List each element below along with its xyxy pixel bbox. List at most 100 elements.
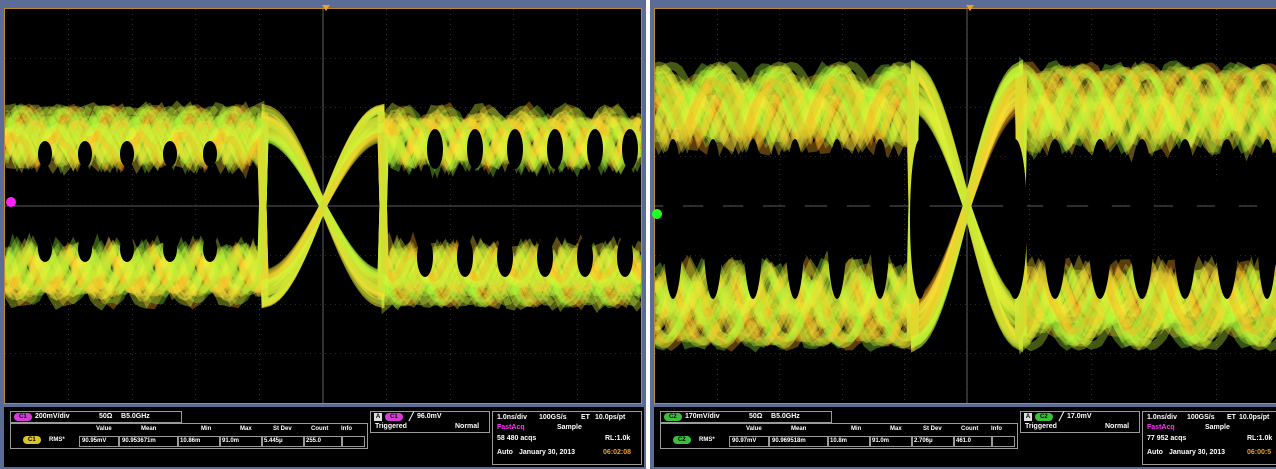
left-meas-max: 91.0m xyxy=(219,436,263,447)
left-date: January 30, 2013 xyxy=(519,449,576,456)
right-trigger-readout[interactable]: A C2 ╱ 17.0mV Triggered Normal xyxy=(1020,411,1140,433)
meas-header-min: Min xyxy=(201,426,212,432)
meas-header-stdev: St Dev xyxy=(273,426,292,432)
right-info-bar: C2 170mV/div 50Ω B5.0GHz Value Mean Min … xyxy=(654,407,1276,467)
left-bandwidth: B5.0GHz xyxy=(121,413,150,420)
meas-header-mean: Mean xyxy=(791,426,807,432)
left-acq-sample: Sample xyxy=(557,424,582,431)
right-channel-readout[interactable]: C2 170mV/div 50Ω B5.0GHz xyxy=(660,411,832,423)
left-measurement-table[interactable]: Value Mean Min Max St Dev Count Info C1 … xyxy=(10,423,368,449)
rising-edge-icon: ╱ xyxy=(409,412,414,421)
left-channel-scale: 200mV/div xyxy=(35,413,70,420)
left-meas-channel-badge: C1 xyxy=(23,436,41,444)
left-meas-value: 90.95mV xyxy=(79,436,119,447)
meas-header-count: Count xyxy=(961,426,979,432)
right-horiz-scale: 1.0ns/div xyxy=(1147,414,1177,421)
left-record-length: RL:1.0k xyxy=(605,435,631,442)
right-meas-info xyxy=(991,436,1015,447)
left-trigger-readout[interactable]: A C1 ╱ 96.0mV Triggered Normal xyxy=(370,411,490,433)
right-trigger-position-marker[interactable] xyxy=(966,5,974,11)
left-meas-min: 10.86m xyxy=(177,436,221,447)
left-sample-rate: 100GS/s xyxy=(539,414,567,421)
meas-header-info: Info xyxy=(991,426,1002,432)
left-meas-mean: 90.953671m xyxy=(119,436,179,447)
right-acq-mode: FastAcq xyxy=(1147,424,1175,431)
right-trigger-level: 17.0mV xyxy=(1067,413,1092,420)
right-meas-mean: 90.969518m xyxy=(769,436,829,447)
right-meas-value: 90.97mV xyxy=(729,436,769,447)
meas-header-value: Value xyxy=(96,426,112,432)
eye-openings xyxy=(38,129,638,277)
right-bandwidth: B5.0GHz xyxy=(771,413,800,420)
left-info-bar: C1 200mV/div 50Ω B5.0GHz Value Mean Min … xyxy=(4,407,644,467)
meas-header-value: Value xyxy=(746,426,762,432)
trigger-source-icon: A xyxy=(1024,413,1032,421)
left-run-mode: Auto xyxy=(497,449,513,456)
right-channel-ground-marker[interactable] xyxy=(652,209,662,219)
right-acq-count: 77 952 acqs xyxy=(1147,435,1187,442)
right-meas-count: 461.0 xyxy=(953,436,993,447)
right-eye-diagram xyxy=(655,9,1276,403)
left-horiz-scale: 1.0ns/div xyxy=(497,414,527,421)
graticule xyxy=(5,9,641,403)
right-run-mode: Auto xyxy=(1147,449,1163,456)
right-measurement-table[interactable]: Value Mean Min Max St Dev Count Info C2 … xyxy=(660,423,1018,449)
left-eye-diagram xyxy=(5,9,641,403)
left-channel-ground-marker[interactable] xyxy=(6,197,16,207)
bandwidth-limit-icon: B xyxy=(121,413,127,420)
left-trigger-mode: Normal xyxy=(455,423,480,430)
eye-openings xyxy=(663,139,1276,299)
right-scope-panel: C2 170mV/div 50Ω B5.0GHz Value Mean Min … xyxy=(650,0,1276,469)
left-trigger-position-marker[interactable] xyxy=(322,5,330,11)
right-channel-badge: C2 xyxy=(664,413,682,421)
meas-header-info: Info xyxy=(341,426,352,432)
right-meas-name: RMS* xyxy=(699,437,715,443)
right-meas-stdev: 2.706μ xyxy=(911,436,955,447)
left-channel-badge: C1 xyxy=(14,413,32,421)
left-meas-name: RMS* xyxy=(49,437,65,443)
meas-header-count: Count xyxy=(311,426,329,432)
right-trigger-mode: Normal xyxy=(1105,423,1130,430)
right-pt-rate: 10.0ps/pt xyxy=(1239,414,1270,421)
right-horizontal-acq-readout[interactable]: 1.0ns/div 100GS/s ET 10.0ps/pt FastAcq S… xyxy=(1142,411,1276,465)
right-sample-rate: 100GS/s xyxy=(1187,414,1215,421)
meas-header-mean: Mean xyxy=(141,426,157,432)
left-impedance: 50Ω xyxy=(99,413,113,420)
left-acq-mode: FastAcq xyxy=(497,424,525,431)
left-waveform-display xyxy=(4,8,642,404)
meas-header-stdev: St Dev xyxy=(923,426,942,432)
left-pt-rate: 10.0ps/pt xyxy=(595,414,626,421)
right-acq-sample: Sample xyxy=(1205,424,1230,431)
left-meas-stdev: 5.445μ xyxy=(261,436,305,447)
right-impedance: 50Ω xyxy=(749,413,763,420)
bandwidth-limit-icon: B xyxy=(771,413,777,420)
right-waveform-display xyxy=(654,8,1276,404)
left-channel-readout[interactable]: C1 200mV/div 50Ω B5.0GHz xyxy=(10,411,182,423)
right-meas-max: 91.0m xyxy=(869,436,913,447)
eye-traces xyxy=(655,56,1276,355)
meas-header-max: Max xyxy=(890,426,902,432)
trigger-source-icon: A xyxy=(374,413,382,421)
right-meas-min: 10.8m xyxy=(827,436,871,447)
left-trigger-level: 96.0mV xyxy=(417,413,442,420)
left-trigger-state: Triggered xyxy=(375,423,407,430)
left-trigger-channel-badge: C1 xyxy=(385,413,403,421)
left-meas-info xyxy=(341,436,365,447)
rising-edge-icon: ╱ xyxy=(1059,412,1064,421)
eye-traces xyxy=(5,100,641,315)
right-time: 06:00:5 xyxy=(1247,449,1272,456)
right-trigger-state: Triggered xyxy=(1025,423,1057,430)
left-time: 06:02:08 xyxy=(603,449,632,456)
meas-header-max: Max xyxy=(240,426,252,432)
right-meas-channel-badge: C2 xyxy=(673,436,691,444)
right-date: January 30, 2013 xyxy=(1169,449,1226,456)
left-acq-count: 58 480 acqs xyxy=(497,435,537,442)
right-record-length: RL:1.0k xyxy=(1247,435,1273,442)
left-horizontal-acq-readout[interactable]: 1.0ns/div 100GS/s ET 10.0ps/pt FastAcq S… xyxy=(492,411,642,465)
meas-header-min: Min xyxy=(851,426,862,432)
right-et: ET xyxy=(1227,414,1236,421)
right-channel-scale: 170mV/div xyxy=(685,413,720,420)
left-et: ET xyxy=(581,414,590,421)
left-meas-count: 255.0 xyxy=(303,436,343,447)
left-scope-panel: C1 200mV/div 50Ω B5.0GHz Value Mean Min … xyxy=(0,0,646,469)
